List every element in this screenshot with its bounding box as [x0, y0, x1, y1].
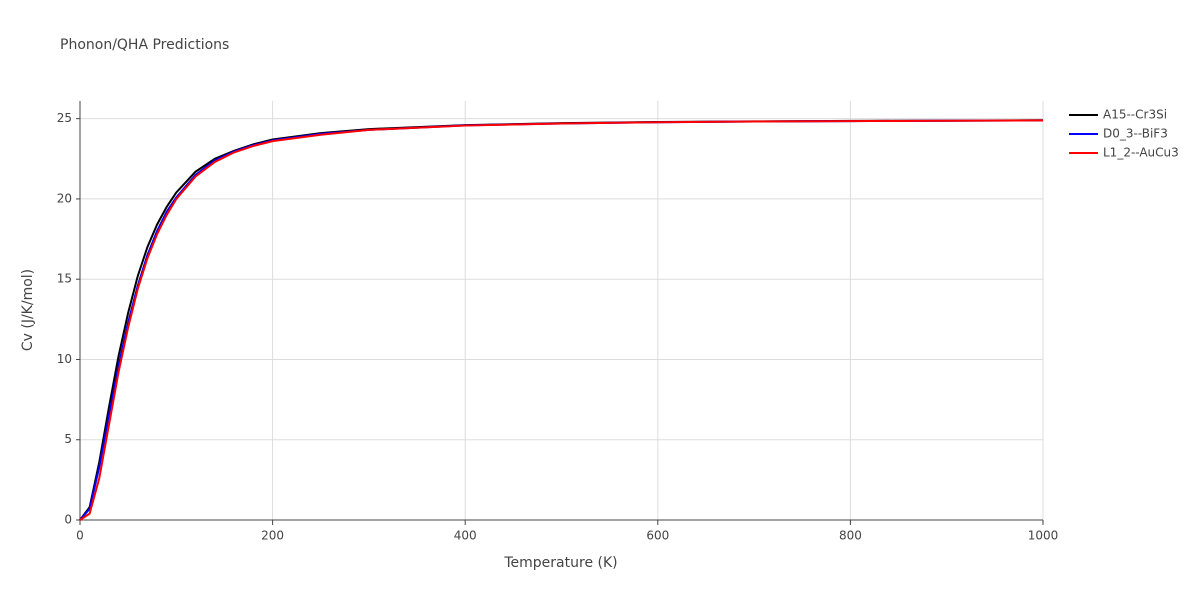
- series-line: [79, 119, 1044, 521]
- x-tick-label: 1000: [1028, 529, 1059, 543]
- y-tick-label: 25: [57, 111, 72, 125]
- chart-title: Phonon/QHA Predictions: [60, 37, 229, 53]
- legend-label: L1_2--AuCu3: [1103, 146, 1179, 160]
- x-tick-label: 600: [646, 529, 669, 543]
- y-tick-label: 0: [64, 513, 72, 527]
- y-axis-title: Cv (J/K/mol): [20, 269, 36, 351]
- x-tick-label: 400: [454, 529, 477, 543]
- x-axis-title: Temperature (K): [503, 555, 617, 571]
- x-tick-label: 800: [839, 529, 862, 543]
- x-tick-label: 0: [76, 529, 84, 543]
- x-tick-label: 200: [261, 529, 284, 543]
- y-tick-label: 20: [57, 191, 72, 205]
- legend-label: D0_3--BiF3: [1103, 127, 1168, 141]
- series-line: [79, 119, 1044, 521]
- y-tick-label: 15: [57, 272, 72, 286]
- series-line: [79, 119, 1044, 521]
- legend-label: A15--Cr3Si: [1103, 108, 1167, 122]
- y-tick-label: 5: [64, 432, 72, 446]
- y-tick-label: 10: [57, 352, 72, 366]
